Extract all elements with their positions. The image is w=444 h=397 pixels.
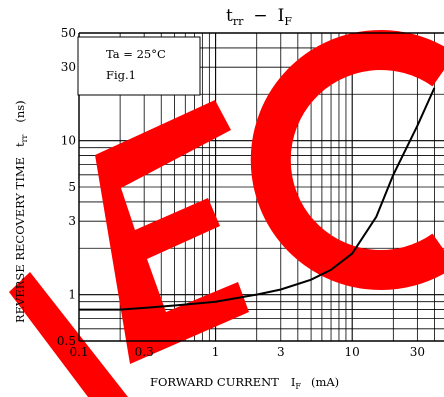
y-tick-label: 5 <box>68 180 76 194</box>
x-tick-label: 10 <box>345 345 360 359</box>
y-tick-label: 0.5 <box>57 334 76 348</box>
y-tick-label: 1 <box>68 288 76 302</box>
x-tick-label: 3 <box>277 345 285 359</box>
annotation-box <box>77 36 201 96</box>
y-tick-label: 10 <box>61 134 76 148</box>
curve-layer <box>79 87 436 311</box>
y-tick-label: 50 <box>61 26 76 40</box>
y-tick-label: 3 <box>68 214 76 228</box>
annotation-line2: Fig.1 <box>106 68 136 82</box>
x-tick-label: 0.3 <box>135 345 154 359</box>
x-tick-label: 0.1 <box>69 345 88 359</box>
x-tick-label: 1 <box>212 345 220 359</box>
x-axis-label: FORWARD CURRENT IF (mA) <box>150 375 339 391</box>
series-line <box>79 87 436 311</box>
tick-labels: 0.1 0.3 1 3 10 30 0.5 1 3 5 10 30 50 <box>57 26 425 359</box>
watermark <box>9 30 444 397</box>
watermark-stroke <box>9 272 128 397</box>
watermark-letter-c <box>250 30 444 290</box>
y-axis-label: REVERSE RECOVERY TIMEtrr(ns) <box>13 100 29 323</box>
y-tick-label: 30 <box>61 60 76 74</box>
watermark-letter-e <box>95 100 249 364</box>
x-tick-label: 30 <box>410 345 425 359</box>
chart-title: trr − IF <box>226 6 292 28</box>
annotation-line1: Ta = 25°C <box>106 47 166 61</box>
